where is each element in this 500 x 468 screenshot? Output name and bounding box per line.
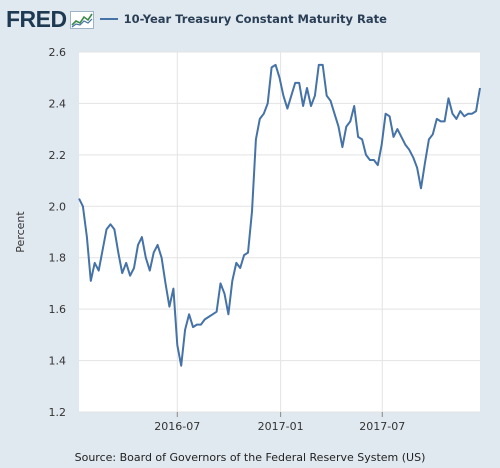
y-tick-label: 1.2 <box>49 406 67 419</box>
y-tick-label: 2.0 <box>49 200 67 213</box>
y-tick-label: 1.8 <box>49 252 67 265</box>
fred-logo-graph-icon <box>69 11 94 29</box>
series-group <box>78 63 481 367</box>
x-tick-label: 2017-07 <box>359 420 405 433</box>
chart-legend[interactable]: 10-Year Treasury Constant Maturity Rate <box>99 12 387 26</box>
y-tick-label: 2.6 <box>49 46 67 59</box>
x-tick-label: 2017-01 <box>258 420 304 433</box>
fred-logo: FRED <box>6 5 67 32</box>
x-tick-label: 2016-07 <box>154 420 200 433</box>
legend-swatch <box>99 18 118 20</box>
plot-area <box>79 52 480 412</box>
source-note: Source: Board of Governors of the Federa… <box>74 451 426 464</box>
series-line[interactable] <box>78 63 481 367</box>
y-tick-label: 1.4 <box>49 355 67 368</box>
grid-lines <box>79 51 480 413</box>
y-tick-label: 2.4 <box>49 97 67 110</box>
y-axis-ticks: 1.2 1.4 1.6 1.8 2.0 2.2 2.4 2.6 <box>49 46 67 419</box>
y-axis-label: Percent <box>14 211 27 253</box>
x-axis-ticks: 2016-07 2017-01 2017-07 <box>154 412 405 433</box>
chart-header: FRED 10-Year Treasury Constant Maturity … <box>6 4 496 34</box>
y-tick-label: 2.2 <box>49 149 67 162</box>
y-tick-label: 1.6 <box>49 303 67 316</box>
legend-label: 10-Year Treasury Constant Maturity Rate <box>123 12 387 26</box>
